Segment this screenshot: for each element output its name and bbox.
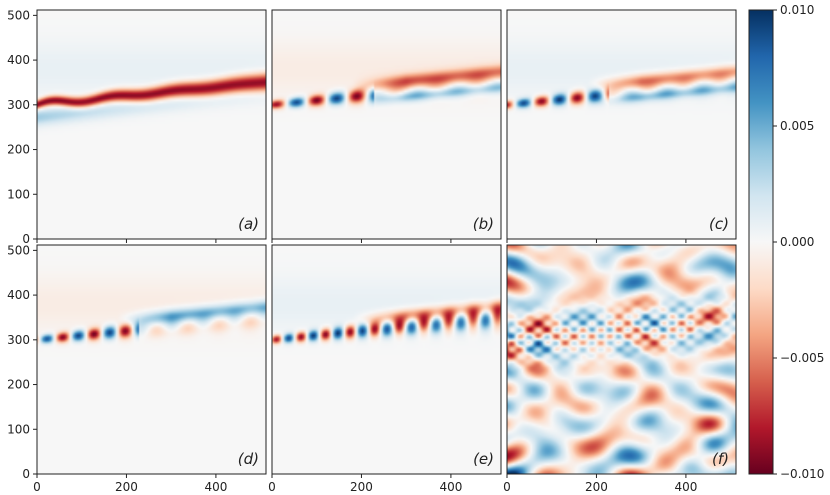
y-tick-label: 200 bbox=[7, 378, 30, 392]
heatmap-image bbox=[37, 10, 266, 239]
heatmap-image bbox=[507, 245, 736, 474]
panel-frame bbox=[271, 244, 502, 475]
x-tick-label: 0 bbox=[268, 480, 276, 494]
panel-label: (e) bbox=[473, 450, 494, 468]
colorbar-gradient bbox=[748, 9, 774, 475]
panel-frame bbox=[506, 244, 737, 475]
panel-label: (c) bbox=[709, 215, 729, 233]
x-tick-label: 200 bbox=[350, 480, 373, 494]
panel: (f) 0 200 400 bbox=[503, 244, 737, 494]
panel-label: (b) bbox=[473, 215, 494, 233]
x-tick-label: 200 bbox=[585, 480, 608, 494]
panel: (a) 0 100 200 300 400 500 bbox=[7, 8, 267, 246]
panel-label: (a) bbox=[238, 215, 259, 233]
colorbar-tick-label: 0.005 bbox=[780, 119, 814, 133]
y-tick-label: 300 bbox=[7, 333, 30, 347]
y-tick-label: 500 bbox=[7, 8, 30, 22]
y-tick-label: 100 bbox=[7, 187, 30, 201]
y-tick-label: 500 bbox=[7, 243, 30, 257]
y-tick-label: 400 bbox=[7, 288, 30, 302]
y-tick-label: 0 bbox=[22, 467, 30, 481]
colorbar-tick-label: 0.010 bbox=[780, 3, 814, 17]
y-tick-label: 400 bbox=[7, 53, 30, 67]
x-tick-label: 400 bbox=[204, 480, 227, 494]
colorbar-tick-label: 0.000 bbox=[780, 235, 814, 249]
y-tick-label: 100 bbox=[7, 422, 30, 436]
panel-label: (f) bbox=[712, 450, 729, 468]
panel-frame bbox=[506, 9, 737, 240]
x-tick-label: 0 bbox=[503, 480, 511, 494]
x-tick-label: 200 bbox=[115, 480, 138, 494]
colorbar: 0.010 0.005 0.000 −0.005 −0.010 bbox=[748, 3, 824, 481]
y-tick-label: 300 bbox=[7, 98, 30, 112]
colorbar-tick-label: −0.010 bbox=[780, 467, 824, 481]
heatmap-image bbox=[272, 10, 501, 239]
colorbar-tick-label: −0.005 bbox=[780, 351, 824, 365]
x-tick-label: 400 bbox=[674, 480, 697, 494]
x-tick-label: 0 bbox=[33, 480, 41, 494]
y-tick-label: 0 bbox=[22, 232, 30, 246]
heatmap-image bbox=[507, 10, 736, 239]
panel: (e) 0 200 400 bbox=[268, 244, 502, 494]
panel-frame bbox=[271, 9, 502, 240]
heatmap-image bbox=[37, 245, 266, 474]
panel: (d) 0 100 200 300 400 500 0 200 400 bbox=[7, 243, 267, 494]
panel: (c) bbox=[506, 9, 737, 243]
panel-frame bbox=[36, 9, 267, 240]
heatmap-image bbox=[272, 245, 501, 474]
y-tick-label: 200 bbox=[7, 143, 30, 157]
panel-label: (d) bbox=[238, 450, 259, 468]
panels-layer: (a) 0 100 200 300 400 500 (b) (c) (d) 0 100 200 300 40… bbox=[7, 8, 737, 494]
panel-frame bbox=[36, 244, 267, 475]
x-tick-label: 400 bbox=[439, 480, 462, 494]
panel: (b) bbox=[271, 9, 502, 243]
